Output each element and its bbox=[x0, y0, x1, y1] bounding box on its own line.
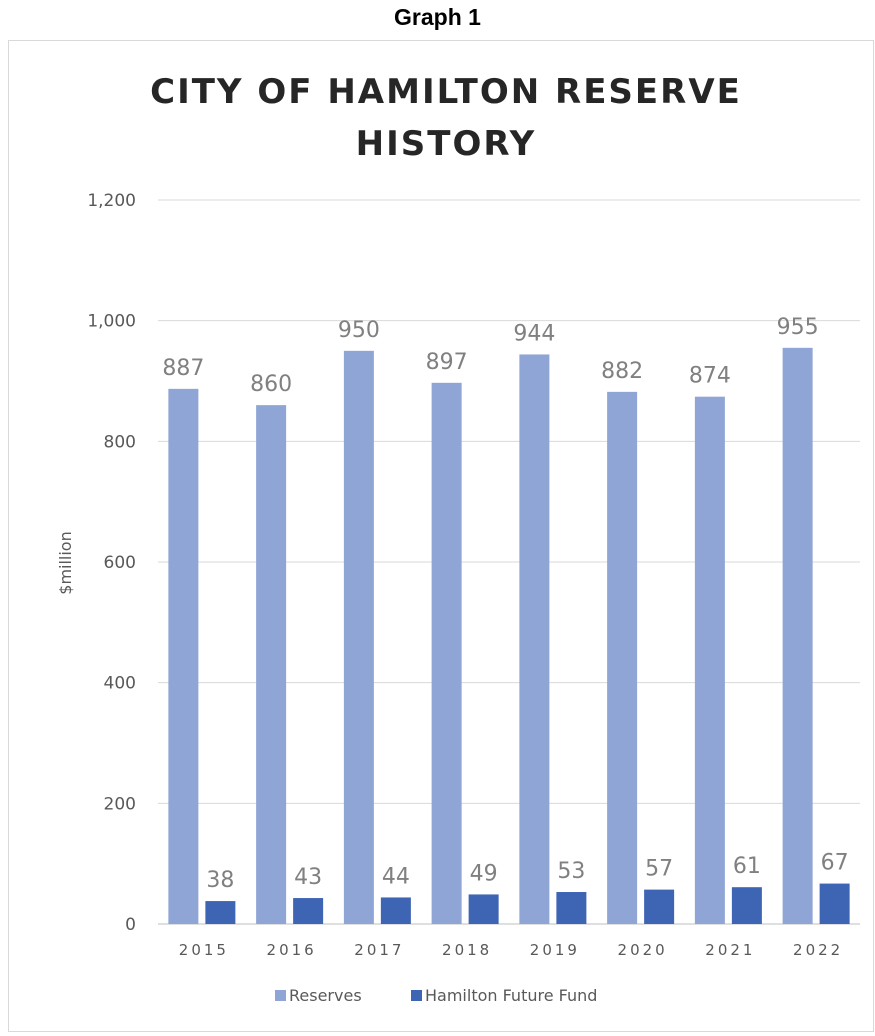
bar-future-fund bbox=[731, 887, 762, 924]
bars: 887 38 860 43 950 44 897 49 944 53 882 57 874 61 955 67 bbox=[162, 315, 850, 925]
bar-future-fund bbox=[293, 898, 324, 924]
chart-title-line-2: HISTORY bbox=[356, 124, 537, 164]
legend: Reserves Hamilton Future Fund bbox=[275, 986, 597, 1005]
y-tick-label: 800 bbox=[104, 432, 136, 452]
legend-swatch bbox=[275, 990, 286, 1001]
x-tick-label: 2018 bbox=[442, 941, 492, 959]
y-tick-label: 200 bbox=[104, 794, 136, 814]
bar-reserves bbox=[168, 388, 199, 924]
bar-reserves bbox=[343, 350, 374, 924]
legend-label: Reserves bbox=[289, 986, 362, 1005]
bar-future-fund bbox=[556, 892, 587, 924]
data-label: 53 bbox=[557, 859, 585, 884]
bar-future-fund bbox=[644, 889, 675, 924]
bar-reserves bbox=[607, 391, 638, 924]
x-tick-label: 2022 bbox=[793, 941, 843, 959]
data-label: 944 bbox=[513, 321, 555, 346]
bar-reserves bbox=[256, 405, 287, 925]
data-label: 67 bbox=[821, 851, 849, 876]
x-tick-label: 2017 bbox=[354, 941, 404, 959]
x-tick-label: 2021 bbox=[705, 941, 755, 959]
data-label: 57 bbox=[645, 857, 673, 882]
legend-label: Hamilton Future Fund bbox=[425, 986, 597, 1005]
data-label: 38 bbox=[206, 868, 234, 893]
x-tick-label: 2019 bbox=[530, 941, 580, 959]
data-label: 44 bbox=[382, 864, 410, 889]
x-axis-ticks: 2015 2016 2017 2018 2019 2020 2021 2022 bbox=[179, 941, 843, 959]
y-tick-label: 1,200 bbox=[87, 191, 136, 211]
data-label: 860 bbox=[250, 372, 292, 397]
figure-caption: Graph 1 bbox=[394, 4, 481, 30]
x-tick-label: 2016 bbox=[267, 941, 317, 959]
bar-reserves bbox=[519, 354, 550, 924]
data-label: 49 bbox=[470, 861, 498, 886]
data-label: 61 bbox=[733, 854, 761, 879]
bar-reserves bbox=[694, 396, 725, 925]
y-axis-label: $million bbox=[56, 531, 75, 594]
bar-future-fund bbox=[380, 897, 411, 924]
y-tick-label: 1,000 bbox=[87, 312, 136, 332]
y-axis-ticks: 0 200 400 600 800 1,000 1,200 bbox=[87, 191, 136, 935]
bar-future-fund bbox=[819, 883, 850, 924]
data-label: 950 bbox=[338, 318, 380, 343]
y-tick-label: 0 bbox=[125, 915, 136, 935]
data-label: 43 bbox=[294, 865, 322, 890]
bar-future-fund bbox=[468, 894, 499, 924]
bar-future-fund bbox=[205, 901, 236, 924]
y-tick-label: 400 bbox=[104, 674, 136, 694]
chart-title-line-1: CITY OF HAMILTON RESERVE bbox=[150, 72, 742, 112]
x-tick-label: 2015 bbox=[179, 941, 229, 959]
data-label: 897 bbox=[426, 350, 468, 375]
legend-swatch bbox=[411, 990, 422, 1001]
y-tick-label: 600 bbox=[104, 553, 136, 573]
data-label: 955 bbox=[777, 315, 819, 340]
data-label: 882 bbox=[601, 359, 643, 384]
bar-reserves bbox=[782, 347, 813, 925]
bar-reserves bbox=[431, 382, 462, 924]
data-label: 887 bbox=[162, 356, 204, 381]
x-tick-label: 2020 bbox=[618, 941, 668, 959]
data-label: 874 bbox=[689, 364, 731, 389]
